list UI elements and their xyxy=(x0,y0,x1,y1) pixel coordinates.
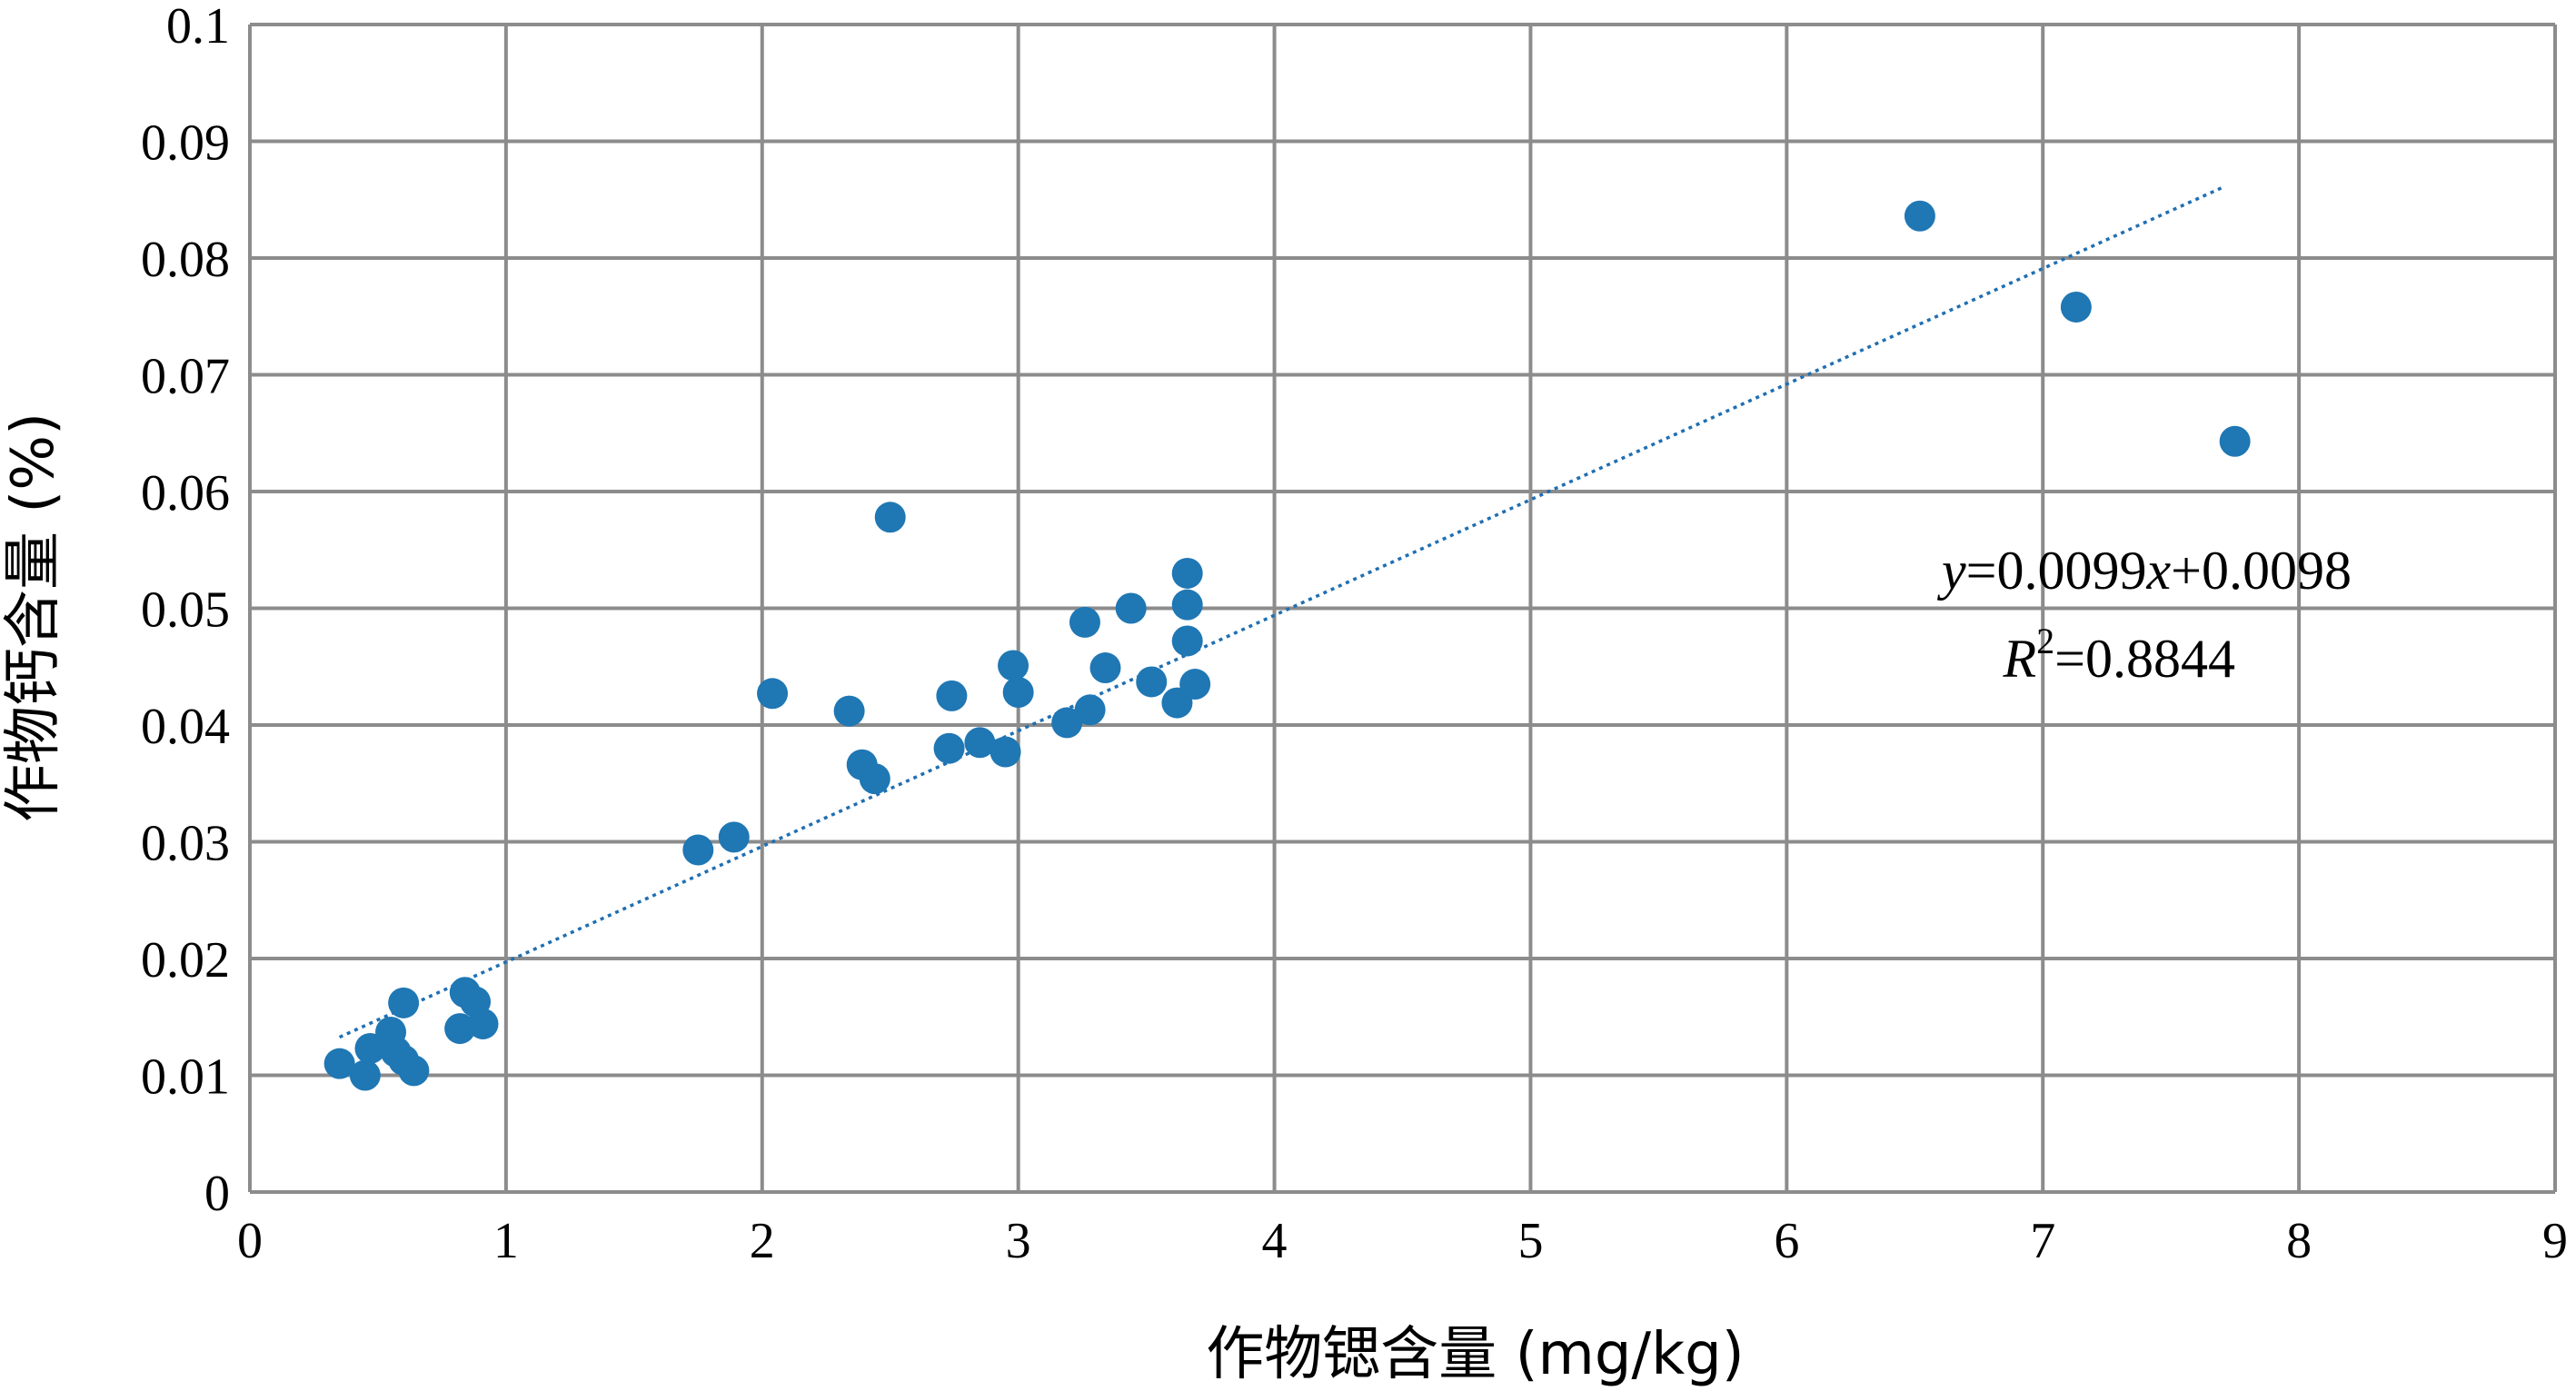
data-point xyxy=(388,987,420,1018)
data-point xyxy=(682,834,714,866)
data-point xyxy=(2219,425,2251,457)
data-point xyxy=(998,650,1029,681)
r-value: =0.8844 xyxy=(2054,629,2235,689)
x-tick-label: 3 xyxy=(1006,1213,1031,1269)
x-tick-label: 2 xyxy=(750,1213,775,1269)
data-point xyxy=(1171,557,1203,589)
y-tick-label: 0.1 xyxy=(166,0,230,55)
trendline xyxy=(338,185,2223,1039)
data-point xyxy=(936,680,968,711)
data-point xyxy=(718,821,750,853)
y-tick-label: 0.04 xyxy=(141,699,230,755)
r-symbol: R xyxy=(2003,629,2037,689)
y-axis-label: 作物钙含量 (%) xyxy=(0,412,67,822)
data-point xyxy=(323,1048,355,1079)
data-points xyxy=(323,200,2251,1091)
data-point xyxy=(1171,625,1203,657)
data-point xyxy=(1002,677,1034,709)
data-point xyxy=(444,1013,476,1045)
y-tick-label: 0 xyxy=(204,1166,230,1222)
y-tick-label: 0.09 xyxy=(141,115,230,172)
data-point xyxy=(859,763,890,795)
y-tick-label: 0.01 xyxy=(141,1049,230,1106)
data-point xyxy=(1089,652,1121,684)
y-tick-label: 0.07 xyxy=(141,349,230,405)
y-tick-label: 0.08 xyxy=(141,232,230,288)
equation-y: y xyxy=(1936,541,1966,601)
data-point xyxy=(757,678,789,710)
r-squared: R2=0.8844 xyxy=(2003,621,2236,689)
trendline-equation: y=0.0099x+0.0098 xyxy=(1936,541,2352,601)
data-point xyxy=(1074,694,1106,726)
data-point xyxy=(964,727,996,759)
tick-labels: 0 1 2 3 4 5 6 7 8 9 0 0.01 0.02 0.03 0.04 0.05 0.06 0.07 0… xyxy=(141,0,2568,1269)
y-tick-label: 0.06 xyxy=(141,465,230,522)
equation-x: x xyxy=(2146,541,2172,601)
data-point xyxy=(874,502,906,533)
equation-slope: =0.0099 xyxy=(1966,541,2147,601)
data-point xyxy=(1904,200,1935,232)
data-point xyxy=(1069,606,1100,638)
data-point xyxy=(398,1055,430,1087)
r-exponent: 2 xyxy=(2036,621,2054,661)
data-point xyxy=(1115,592,1147,624)
x-tick-label: 0 xyxy=(237,1213,263,1269)
data-point xyxy=(2060,291,2092,323)
data-point xyxy=(349,1059,381,1091)
data-point xyxy=(1179,669,1211,700)
x-tick-label: 1 xyxy=(493,1213,519,1269)
y-tick-label: 0.05 xyxy=(141,582,230,639)
data-point xyxy=(1051,707,1083,739)
x-tick-label: 4 xyxy=(1262,1213,1288,1269)
x-tick-label: 8 xyxy=(2286,1213,2312,1269)
x-tick-label: 7 xyxy=(2030,1213,2055,1269)
x-tick-label: 5 xyxy=(1517,1213,1543,1269)
data-point xyxy=(833,695,865,727)
data-point xyxy=(1171,589,1203,621)
gridlines xyxy=(248,23,2557,1194)
x-axis-label: 作物锶含量 (mg/kg) xyxy=(1206,1321,1745,1388)
y-tick-label: 0.03 xyxy=(141,816,230,872)
data-point xyxy=(1136,666,1168,698)
x-tick-label: 9 xyxy=(2542,1213,2568,1269)
data-point xyxy=(933,732,965,764)
data-point xyxy=(467,1008,499,1039)
data-point xyxy=(990,736,1021,768)
x-tick-label: 6 xyxy=(1774,1213,1799,1269)
equation-intercept: +0.0098 xyxy=(2171,541,2352,601)
y-tick-label: 0.02 xyxy=(141,932,230,989)
